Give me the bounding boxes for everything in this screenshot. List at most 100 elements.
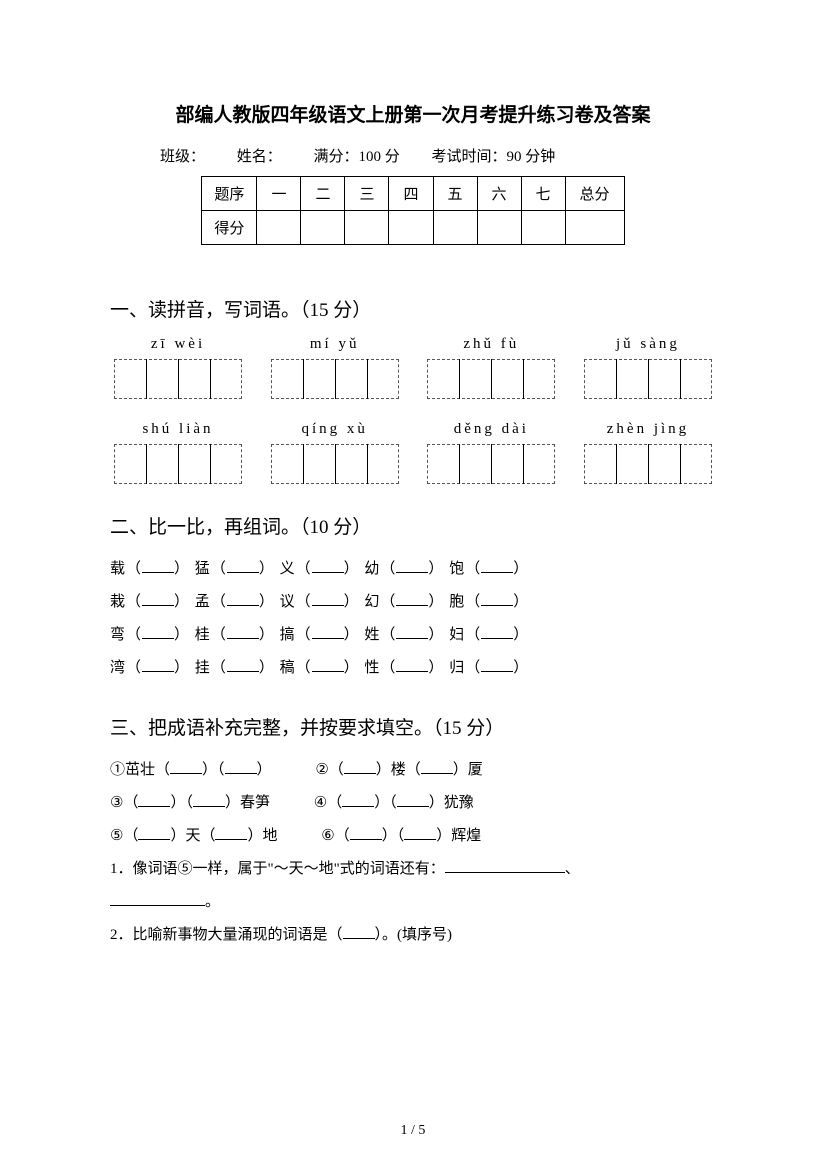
- idiom-line: ⑤（）天（）地 ⑥（）（）辉煌: [110, 820, 716, 853]
- q-text: ）。(填序号): [375, 927, 453, 943]
- blank: [227, 658, 259, 672]
- blank: [225, 760, 257, 774]
- table-row: 题序 一 二 三 四 五 六 七 总分: [202, 177, 624, 211]
- blank: [396, 592, 428, 606]
- idiom-line: ③（）（）春笋 ④（）（）犹豫: [110, 787, 716, 820]
- blank: [421, 760, 453, 774]
- char: 幼: [364, 561, 380, 577]
- idiom-part: ）厦: [453, 762, 483, 778]
- score-cell: [521, 211, 565, 245]
- blank: [445, 859, 565, 873]
- char: 姓: [364, 627, 380, 643]
- blank: [170, 760, 202, 774]
- pinyin: zhèn jìng: [584, 421, 712, 438]
- pinyin: qíng xù: [271, 421, 399, 438]
- header-label: 题序: [202, 177, 257, 211]
- blank: [396, 625, 428, 639]
- name-label: 姓名：: [237, 149, 282, 165]
- score-cell: [565, 211, 624, 245]
- col-header: 七: [521, 177, 565, 211]
- score-label: 得分: [202, 211, 257, 245]
- doc-title: 部编人教版四年级语文上册第一次月考提升练习卷及答案: [110, 100, 716, 127]
- char: 义: [280, 561, 296, 577]
- char: 载: [110, 561, 126, 577]
- question-line: 2．比喻新事物大量涌现的词语是（）。(填序号): [110, 919, 716, 952]
- col-header: 三: [345, 177, 389, 211]
- col-header: 二: [301, 177, 345, 211]
- blank: [312, 592, 344, 606]
- score-cell: [477, 211, 521, 245]
- pinyin: shú liàn: [114, 421, 242, 438]
- char-box: [584, 359, 712, 399]
- pinyin: mí yǔ: [271, 336, 399, 353]
- char-box: [114, 359, 242, 399]
- idiom-part: ）（: [382, 828, 405, 844]
- char: 弯: [110, 627, 126, 643]
- idiom-num: ③: [110, 795, 123, 811]
- char-box-row: [110, 359, 716, 399]
- col-header: 一: [257, 177, 301, 211]
- blank: [481, 658, 513, 672]
- blank: [142, 559, 174, 573]
- char-box: [427, 359, 555, 399]
- idiom-part: （: [123, 828, 138, 844]
- idiom-part: ）地: [247, 828, 277, 844]
- idiom-part: ）（: [170, 795, 193, 811]
- section1-title: 一、读拼音，写词语。（15 分）: [110, 295, 716, 322]
- score-cell: [345, 211, 389, 245]
- blank: [404, 826, 436, 840]
- section3-title: 三、把成语补充完整，并按要求填空。（15 分）: [110, 713, 716, 740]
- col-header: 五: [433, 177, 477, 211]
- idiom-part: 茁壮（: [125, 762, 170, 778]
- blank: [343, 925, 375, 939]
- pinyin: zī wèi: [114, 336, 242, 353]
- blank: [312, 658, 344, 672]
- compare-line: 弯（） 桂（） 搞（） 姓（） 妇（）: [110, 619, 716, 652]
- full-score: 满分：100 分: [314, 149, 400, 165]
- idiom-part: （: [123, 795, 138, 811]
- idiom-part: ）（: [202, 762, 225, 778]
- score-cell: [301, 211, 345, 245]
- char: 妇: [449, 627, 465, 643]
- idiom-num: ⑤: [110, 828, 123, 844]
- pinyin: jǔ sàng: [584, 336, 712, 353]
- class-label: 班级：: [160, 149, 205, 165]
- compare-line: 栽（） 孟（） 议（） 幻（） 胞（）: [110, 586, 716, 619]
- idiom-part: ）（: [374, 795, 397, 811]
- char-box: [584, 444, 712, 484]
- idiom-part: ）犹豫: [429, 795, 474, 811]
- blank: [342, 793, 374, 807]
- pinyin: děng dài: [427, 421, 555, 438]
- q-text: 。: [205, 894, 220, 910]
- char-box: [271, 359, 399, 399]
- score-cell: [257, 211, 301, 245]
- idiom-num: ⑥: [321, 828, 334, 844]
- score-table: 题序 一 二 三 四 五 六 七 总分 得分: [201, 176, 624, 245]
- blank: [397, 793, 429, 807]
- table-row: 得分: [202, 211, 624, 245]
- char: 挂: [195, 660, 211, 676]
- idiom-part: ）天（: [170, 828, 215, 844]
- compare-line: 湾（） 挂（） 稿（） 性（） 归（）: [110, 652, 716, 685]
- blank: [312, 559, 344, 573]
- idiom-num: ④: [314, 795, 327, 811]
- idiom-line: ①茁壮（）（） ②（）楼（）厦: [110, 754, 716, 787]
- blank: [350, 826, 382, 840]
- pinyin: zhǔ fù: [427, 336, 555, 353]
- char-box: [427, 444, 555, 484]
- blank: [142, 625, 174, 639]
- char: 搞: [280, 627, 296, 643]
- char: 栽: [110, 594, 126, 610]
- char: 性: [364, 660, 380, 676]
- blank: [312, 625, 344, 639]
- exam-info: 班级： 姓名： 满分：100 分 考试时间：90 分钟: [110, 145, 716, 166]
- question-line: 1．像词语⑤一样，属于"～天～地"式的词语还有：、: [110, 853, 716, 886]
- idiom-part: （: [329, 762, 344, 778]
- col-header: 总分: [565, 177, 624, 211]
- char-box: [271, 444, 399, 484]
- char: 幻: [364, 594, 380, 610]
- blank: [227, 559, 259, 573]
- blank: [193, 793, 225, 807]
- blank: [110, 892, 205, 906]
- idiom-part: ）: [257, 762, 272, 778]
